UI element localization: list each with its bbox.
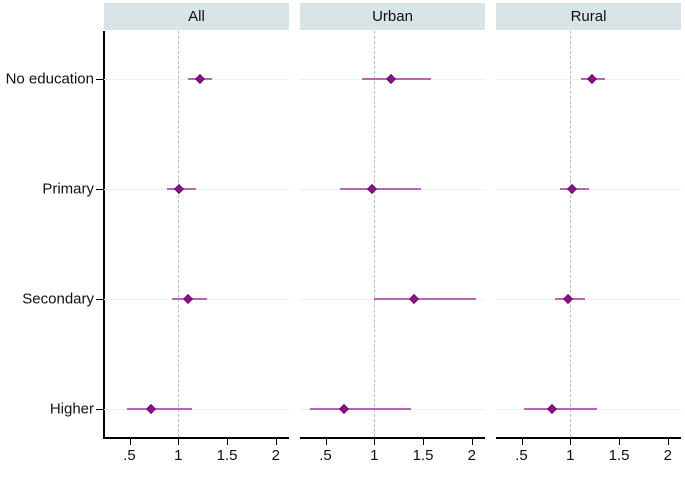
gridline — [496, 299, 681, 300]
point-estimate-urban-higher — [339, 404, 349, 414]
x-axis-line — [300, 437, 485, 439]
x-axis-tick — [227, 439, 228, 445]
x-tick-label-15: 1.5 — [216, 447, 238, 464]
point-estimate-urban-secondary — [409, 294, 420, 304]
y-axis-tick — [96, 79, 103, 80]
x-axis-tick — [619, 439, 620, 445]
point-estimate-all-no-education — [194, 74, 205, 84]
y-axis-line — [103, 31, 105, 439]
x-tick-label-1: 1 — [370, 447, 379, 464]
x-axis-line — [496, 437, 681, 439]
x-axis-line — [104, 437, 289, 439]
point-estimate-rural-higher — [546, 404, 557, 414]
x-tick-label-1: 1 — [566, 447, 575, 464]
point-estimate-all-secondary — [183, 294, 193, 304]
ci-line-all-higher — [126, 408, 192, 410]
point-estimate-rural-secondary — [563, 294, 574, 304]
x-tick-label-2: 2 — [271, 447, 280, 464]
x-axis-tick — [129, 439, 131, 445]
x-tick-label-5: .5 — [515, 447, 528, 464]
y-axis-tick — [96, 299, 103, 300]
x-axis-tick — [471, 439, 473, 445]
reference-line — [570, 31, 572, 437]
panel-header-rural: Rural — [496, 3, 681, 30]
y-axis-label-primary: Primary — [42, 180, 94, 198]
reference-line — [374, 31, 376, 437]
y-axis-label-no-education: No education — [5, 70, 94, 88]
x-axis-tick — [423, 439, 424, 445]
x-tick-label-15: 1.5 — [608, 447, 630, 464]
ci-line-urban-higher — [309, 408, 412, 410]
x-axis-tick — [521, 439, 523, 445]
y-axis-tick — [96, 189, 103, 190]
panel-header-all: All — [104, 3, 289, 30]
x-axis-tick — [275, 439, 277, 445]
y-axis-label-secondary: Secondary — [22, 290, 94, 308]
x-tick-label-1: 1 — [174, 447, 183, 464]
ci-line-urban-primary — [340, 188, 422, 190]
point-estimate-rural-primary — [567, 184, 578, 194]
x-tick-label-15: 1.5 — [412, 447, 434, 464]
x-axis-tick — [325, 439, 327, 445]
ci-line-rural-higher — [524, 408, 597, 410]
x-axis-tick — [570, 439, 572, 445]
point-estimate-all-primary — [174, 184, 185, 194]
x-axis-tick — [178, 439, 180, 445]
ci-line-urban-no-education — [361, 78, 431, 80]
gridline — [104, 409, 289, 410]
point-estimate-rural-no-education — [586, 74, 597, 84]
x-tick-label-5: .5 — [319, 447, 332, 464]
x-axis-tick — [667, 439, 669, 445]
point-estimate-all-higher — [145, 404, 156, 414]
x-tick-label-2: 2 — [663, 447, 672, 464]
y-axis-label-higher: Higher — [49, 400, 94, 418]
point-estimate-urban-no-education — [385, 74, 396, 84]
x-axis-tick — [374, 439, 376, 445]
y-axis-tick — [96, 409, 103, 410]
panel-header-urban: Urban — [300, 3, 485, 30]
x-tick-label-5: .5 — [123, 447, 136, 464]
x-tick-label-2: 2 — [467, 447, 476, 464]
gridline — [104, 189, 289, 190]
reference-line — [178, 31, 180, 437]
ci-line-urban-secondary — [374, 298, 476, 300]
point-estimate-urban-primary — [367, 184, 378, 194]
